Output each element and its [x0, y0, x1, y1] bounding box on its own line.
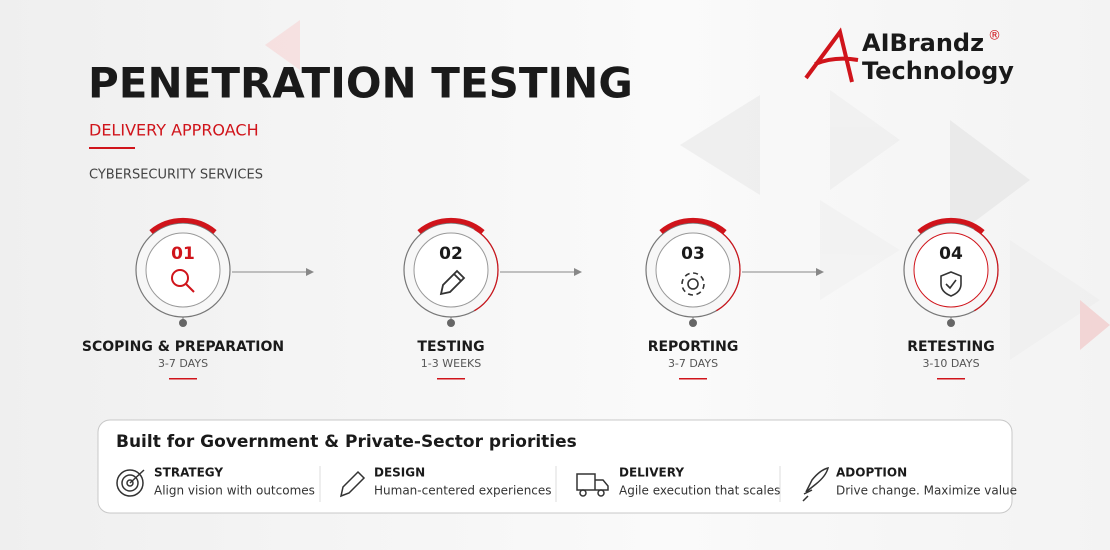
tagline: CYBERSECURITY SERVICES [89, 168, 263, 183]
step: 03 [645, 217, 741, 327]
logo: AIBrandz ® Technology [804, 27, 1014, 85]
step-number: 03 [681, 244, 705, 264]
logo-name: AIBrandz [862, 29, 984, 57]
step-number: 04 [939, 244, 963, 264]
step-title: TESTING [417, 339, 484, 355]
logo-line2: Technology [862, 57, 1014, 85]
item-text: Human-centered experiences [374, 484, 552, 498]
panel: Built for Government & Private-Sector pr… [97, 419, 1017, 514]
step-duration: 1-3 WEEKS [421, 357, 481, 370]
item-text: Drive change. Maximize value [836, 484, 1017, 498]
step: 01 [135, 217, 231, 327]
step: 04 [903, 217, 999, 327]
step-duration: 3-7 DAYS [668, 357, 718, 370]
arrows [232, 268, 824, 276]
panel-heading: Built for Government & Private-Sector pr… [116, 432, 577, 452]
title: PENETRATION TESTING [88, 59, 633, 108]
item-title: STRATEGY [154, 466, 223, 480]
item-text: Align vision with outcomes [154, 484, 315, 498]
logo-mark: ® [988, 29, 1001, 44]
step-title: REPORTING [648, 339, 739, 355]
item-text: Agile execution that scales [619, 484, 780, 498]
step-number: 02 [439, 244, 463, 264]
subtitle-rule [89, 147, 135, 149]
subtitle: DELIVERY APPROACH [89, 121, 259, 140]
step-duration: 3-10 DAYS [922, 357, 979, 370]
decor [265, 20, 1110, 360]
step: 02 [403, 217, 499, 327]
step-title: SCOPING & PREPARATION [82, 339, 284, 355]
step-labels: SCOPING & PREPARATION 3-7 DAYS TESTING 1… [82, 339, 995, 380]
item-title: DESIGN [374, 466, 425, 480]
item-title: DELIVERY [619, 466, 684, 480]
panel-icons [116, 466, 830, 502]
step-duration: 3-7 DAYS [158, 357, 208, 370]
step-title: RETESTING [907, 339, 995, 355]
step-number: 01 [171, 244, 195, 264]
item-title: ADOPTION [836, 466, 907, 480]
